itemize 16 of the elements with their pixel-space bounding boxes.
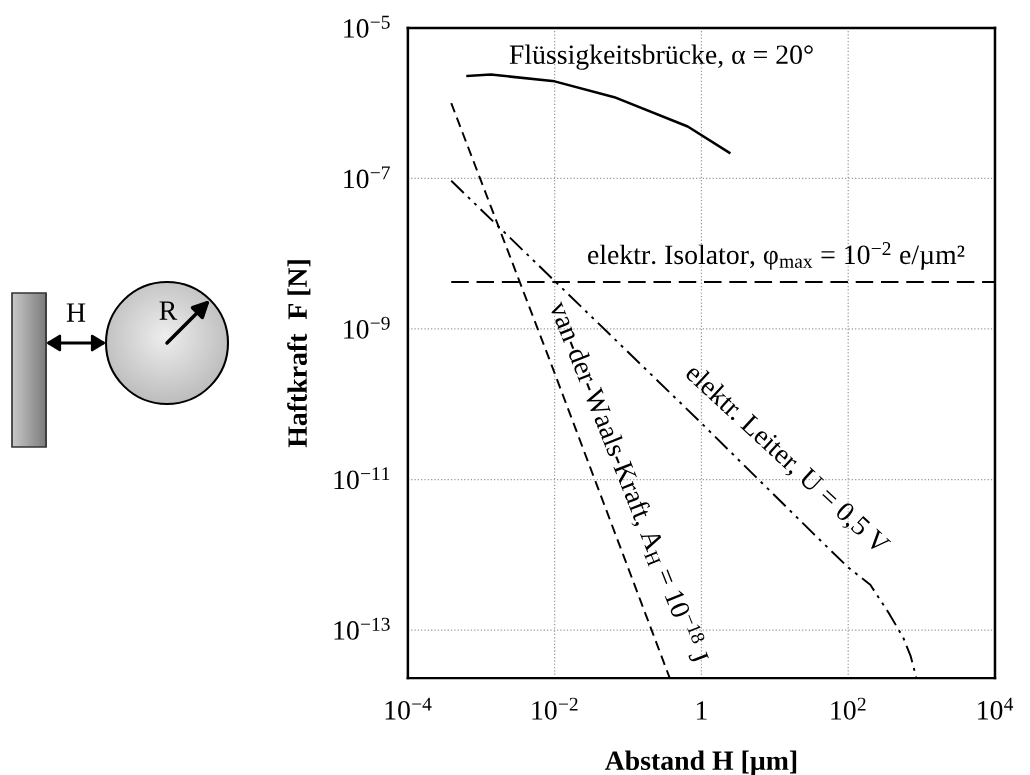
text: H: [66, 303, 86, 322]
y-tick-label: 10$^{−13}$: [334, 617, 390, 640]
x-tick-label: 10$^{−2}$: [532, 697, 578, 720]
x-tick-label: 1: [696, 701, 707, 720]
x-tick-label: 10$^{4}$: [978, 697, 1014, 720]
y-tick-label: 10$^{−5}$: [344, 15, 390, 38]
y-tick-label: 10$^{−11}$: [334, 467, 390, 490]
series-label: Flüssigkeitsbrücke, α = 20°: [509, 44, 813, 70]
x-axis-title: Abstand H [µm]: [604, 750, 797, 775]
x-tick-label: 10$^{2}$: [831, 697, 866, 720]
text: R: [159, 301, 178, 320]
y-tick-label: 10$^{−9}$: [344, 316, 390, 339]
series-label: elektr. Isolator, φ$_{max}$ = 10$^{−2}$ e/µm²: [588, 242, 965, 270]
y-tick-label: 10$^{−7}$: [344, 166, 390, 189]
y-axis-title: Haftkraft F [N]: [287, 260, 311, 448]
x-tick-label: 10$^{−4}$: [385, 697, 432, 720]
